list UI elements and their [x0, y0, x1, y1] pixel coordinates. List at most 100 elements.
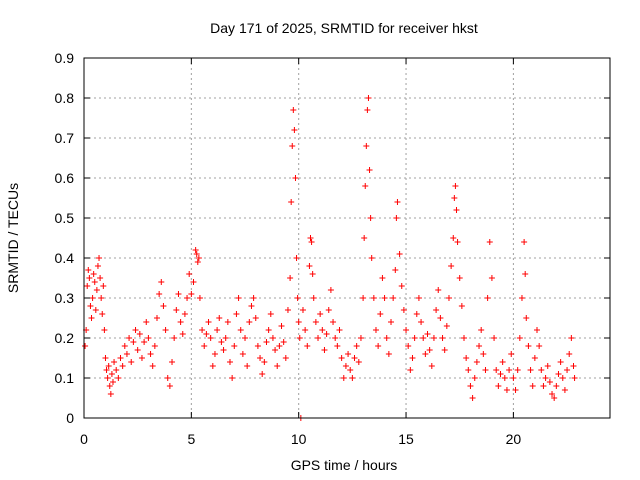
data-point: [181, 311, 188, 317]
data-point: [476, 343, 483, 349]
data-point: [370, 295, 377, 301]
data-point: [293, 255, 300, 261]
data-point: [534, 327, 541, 333]
data-point: [211, 351, 218, 357]
data-point: [295, 319, 302, 325]
data-point: [538, 367, 545, 373]
data-point: [149, 363, 156, 369]
data-point: [102, 355, 109, 361]
data-point: [375, 343, 382, 349]
data-point: [141, 339, 148, 345]
data-point: [222, 335, 229, 341]
data-point: [430, 335, 437, 341]
data-point: [175, 291, 182, 297]
data-point: [497, 371, 504, 377]
data-point: [299, 307, 306, 313]
y-tick-label: 0.2: [55, 330, 75, 346]
data-point: [330, 319, 337, 325]
data-point: [309, 271, 316, 277]
data-point: [214, 327, 221, 333]
x-tick-label: 0: [80, 431, 88, 447]
data-point: [184, 295, 191, 301]
data-point: [190, 279, 197, 285]
x-tick-label: 5: [187, 431, 195, 447]
data-point: [364, 107, 371, 113]
data-point: [355, 359, 362, 365]
data-point: [244, 363, 251, 369]
data-point: [201, 343, 208, 349]
data-point: [288, 199, 295, 205]
data-point: [280, 339, 287, 345]
data-point: [91, 279, 98, 285]
data-point: [242, 335, 249, 341]
data-point: [94, 263, 101, 269]
data-point: [85, 267, 92, 273]
data-point: [261, 359, 268, 365]
data-point: [426, 347, 433, 353]
data-point: [87, 303, 94, 309]
data-point: [276, 343, 283, 349]
y-tick-label: 0.9: [55, 50, 75, 66]
data-point: [428, 363, 435, 369]
data-point: [420, 335, 427, 341]
data-point: [424, 331, 431, 337]
data-point: [503, 387, 510, 393]
data-point: [536, 343, 543, 349]
data-point: [177, 319, 184, 325]
x-tick-label: 20: [506, 431, 522, 447]
data-point: [566, 351, 573, 357]
y-tick-labels: 0 0.1 0.2 0.3 0.4 0.5 0.6 0.7 0.8 0.9: [55, 50, 75, 426]
data-point: [527, 367, 534, 373]
data-point: [104, 375, 111, 381]
data-point: [448, 263, 455, 269]
data-point: [461, 335, 468, 341]
data-point: [555, 371, 562, 377]
data-point: [454, 239, 461, 245]
data-point: [294, 295, 301, 301]
data-point: [109, 379, 116, 385]
data-point: [553, 383, 560, 389]
data-point: [126, 335, 133, 341]
data-point: [103, 367, 110, 373]
data-point: [480, 351, 487, 357]
data-point: [542, 375, 549, 381]
data-point: [445, 295, 452, 301]
data-point: [160, 303, 167, 309]
data-point: [173, 307, 180, 313]
data-point: [96, 255, 103, 261]
data-point: [199, 327, 206, 333]
data-point: [366, 167, 373, 173]
data-point: [153, 315, 160, 321]
data-point: [568, 335, 575, 341]
data-point: [306, 263, 313, 269]
x-tick-label: 10: [291, 431, 307, 447]
data-point: [134, 347, 141, 353]
data-point: [269, 335, 276, 341]
data-point: [111, 359, 118, 365]
data-point: [224, 319, 231, 325]
data-point: [458, 303, 465, 309]
data-point: [400, 307, 407, 313]
data-point: [88, 315, 95, 321]
data-point: [345, 351, 352, 357]
data-point: [239, 351, 246, 357]
y-tick-label: 0.5: [55, 210, 75, 226]
data-point: [220, 347, 227, 353]
data-point: [469, 395, 476, 401]
y-tick-label: 0.8: [55, 90, 75, 106]
data-point: [407, 367, 414, 373]
data-point: [342, 363, 349, 369]
data-point: [521, 239, 528, 245]
data-point: [209, 363, 216, 369]
data-point: [433, 307, 440, 313]
data-point: [340, 375, 347, 381]
plot-frame: [83, 57, 611, 419]
data-point: [571, 375, 578, 381]
data-point: [367, 215, 374, 221]
data-point: [514, 367, 521, 373]
data-point: [570, 363, 577, 369]
data-point: [557, 359, 564, 365]
data-point: [90, 271, 97, 277]
data-point: [250, 295, 257, 301]
